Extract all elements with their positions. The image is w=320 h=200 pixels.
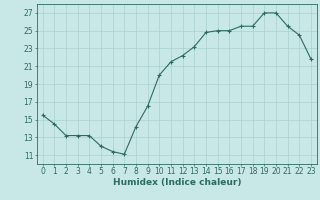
X-axis label: Humidex (Indice chaleur): Humidex (Indice chaleur) <box>113 178 241 187</box>
